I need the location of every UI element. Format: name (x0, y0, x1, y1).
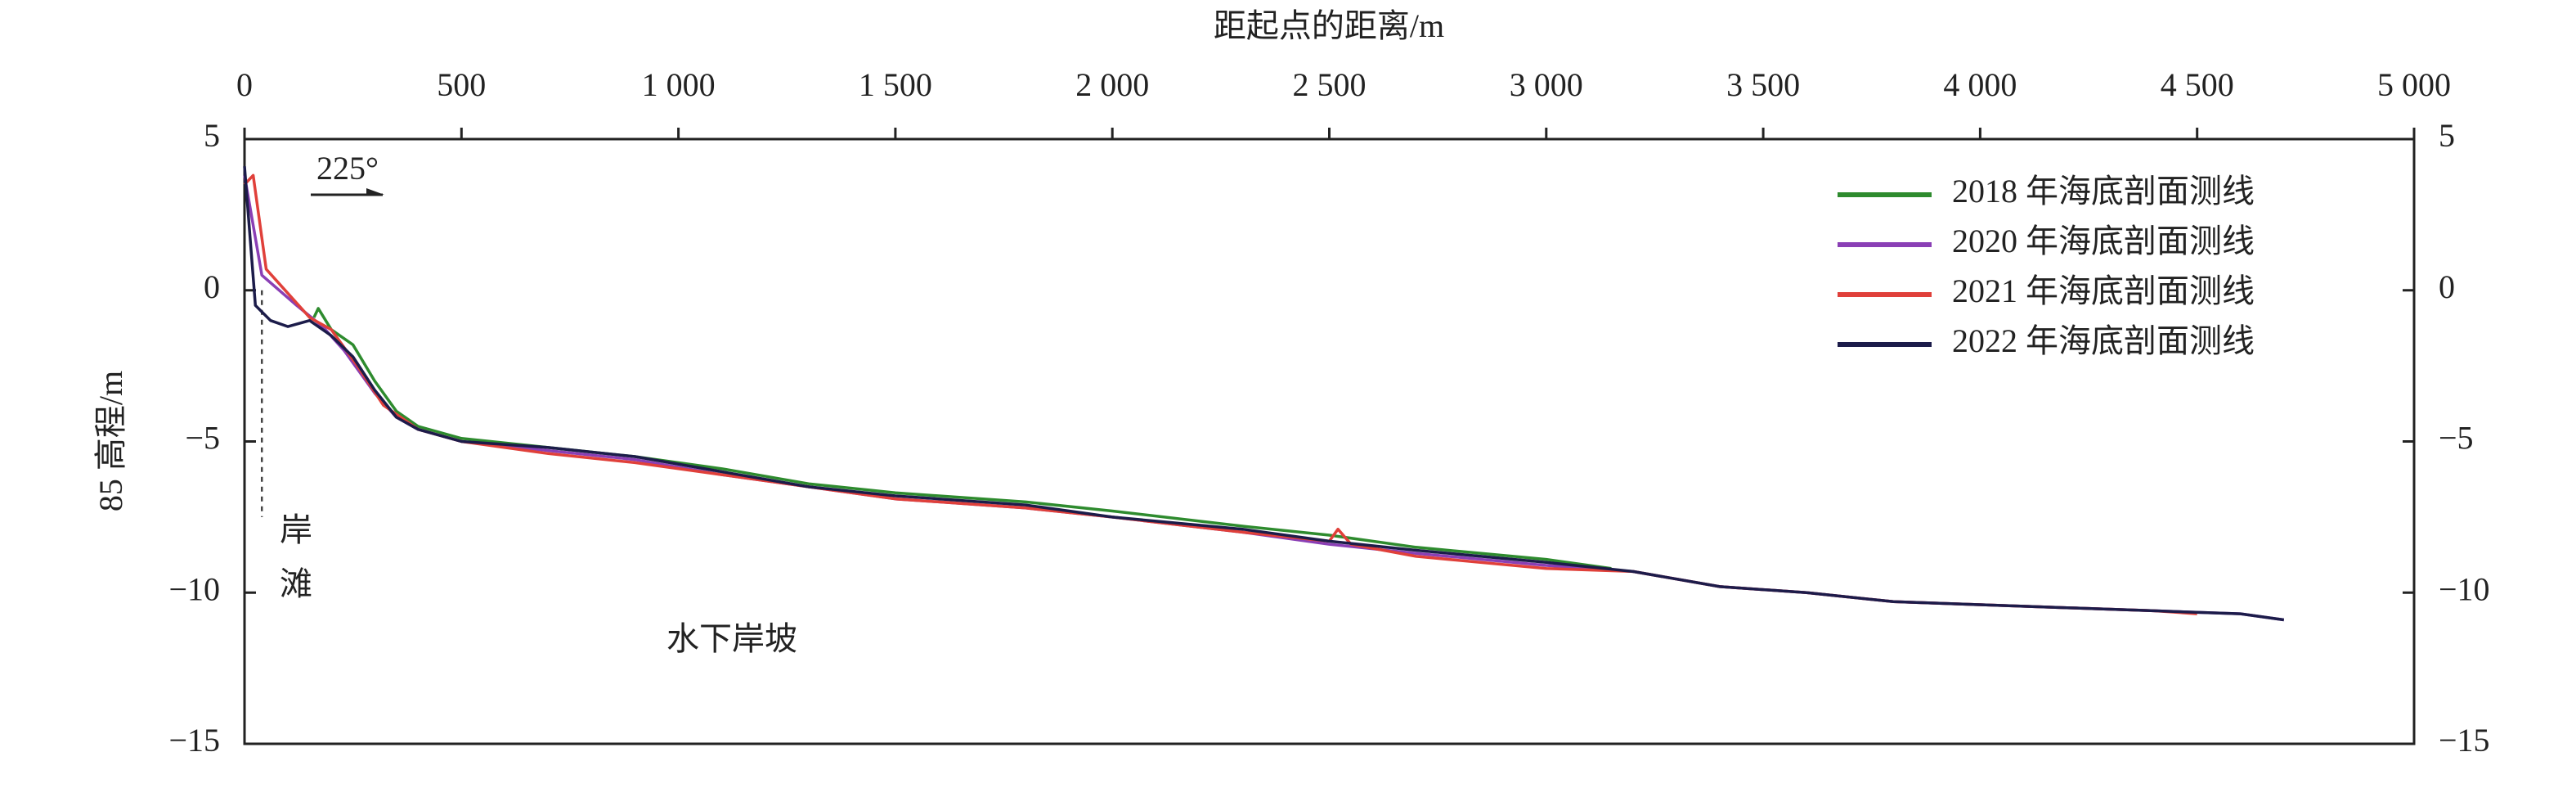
legend-label: 2021 年海底剖面测线 (1952, 272, 2255, 309)
annotation: 滩 (280, 565, 312, 602)
annotation: 225° (316, 150, 379, 187)
y-axis-label: 85 高程/m (92, 371, 129, 511)
x-tick-label: 4 500 (2161, 66, 2234, 103)
legend-label: 2018 年海底剖面测线 (1952, 173, 2255, 209)
x-tick-label: 5 000 (2377, 66, 2451, 103)
series-line (243, 166, 2285, 622)
y-tick-label: 5 (204, 117, 220, 154)
y-tick-label: −15 (168, 722, 220, 759)
x-tick-label: 2 000 (1075, 66, 1149, 103)
y2-tick-label: −15 (2439, 722, 2490, 759)
y2-tick-label: 0 (2439, 268, 2455, 305)
annotation: 岸 (280, 511, 312, 548)
annotation: 水下岸坡 (666, 620, 797, 657)
y2-tick-label: −5 (2439, 420, 2474, 457)
x-tick-label: 1 500 (859, 66, 932, 103)
y2-tick-label: 5 (2439, 117, 2455, 154)
x-tick-label: 3 000 (1510, 66, 1583, 103)
y2-tick-label: −10 (2439, 570, 2490, 607)
legend-label: 2020 年海底剖面测线 (1952, 223, 2255, 259)
y-tick-label: −10 (168, 570, 220, 607)
x-tick-label: 500 (437, 66, 486, 103)
x-tick-label: 3 500 (1726, 66, 1800, 103)
legend-label: 2022 年海底剖面测线 (1952, 322, 2255, 359)
series-line (243, 173, 2197, 615)
arrow-head (366, 188, 384, 195)
x-tick-label: 2 500 (1293, 66, 1367, 103)
y-tick-label: −5 (185, 420, 220, 457)
x-tick-label: 0 (236, 66, 253, 103)
series-line (312, 307, 1612, 570)
y-tick-label: 0 (204, 268, 220, 305)
chart-title: 距起点的距离/m (1214, 7, 1444, 44)
x-tick-label: 4 000 (1943, 66, 2017, 103)
x-tick-label: 1 000 (642, 66, 716, 103)
